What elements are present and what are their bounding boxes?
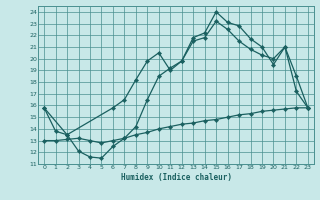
X-axis label: Humidex (Indice chaleur): Humidex (Indice chaleur) xyxy=(121,173,231,182)
